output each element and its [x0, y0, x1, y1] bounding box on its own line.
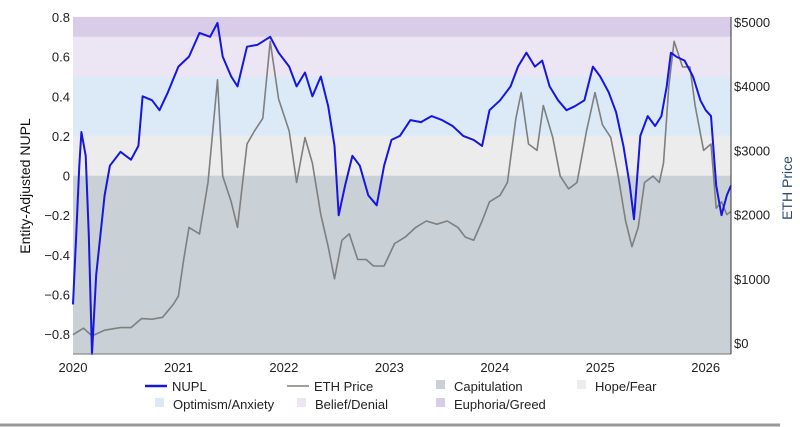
sentiment-bands	[73, 17, 731, 354]
legend-square-swatch	[436, 398, 445, 407]
band-hope-fear	[73, 135, 731, 176]
x-tick-label: 2022	[269, 360, 298, 375]
y-right-tick-label: $1000	[734, 272, 770, 287]
legend-square-swatch	[436, 380, 445, 389]
y-tick-label: −0.2	[44, 208, 70, 223]
series-line-nupl	[72, 21, 732, 355]
legend-item-hope-fear: Hope/Fear	[577, 379, 657, 394]
legend-square-swatch	[155, 398, 164, 407]
legend-item-capitulation: Capitulation	[436, 379, 523, 394]
y-tick-label: −0.6	[44, 288, 70, 303]
y-right-tick-label: $3000	[734, 143, 770, 158]
x-tick-label: 2026	[691, 360, 720, 375]
band-euphoria-greed	[73, 17, 731, 37]
legend-item-nupl: NUPL	[145, 379, 207, 394]
legend-item-eth-price: ETH Price	[287, 379, 373, 394]
x-tick-label: 2025	[586, 360, 615, 375]
y-axis-title: Entity-Adjusted NUPL	[17, 118, 33, 254]
y-tick-label: 0.4	[52, 89, 70, 104]
band-optimism-anxiety	[73, 76, 731, 136]
x-tick-label: 2021	[164, 360, 193, 375]
legend: NUPL ETH Price Capitulation Hope/Fear Optimi…	[145, 379, 657, 412]
legend-item-optimism-anxiety: Optimism/Anxiety	[155, 397, 275, 412]
x-tick-label: 2020	[59, 360, 88, 375]
legend-label: Capitulation	[454, 379, 523, 394]
y-tick-label: −0.8	[44, 327, 70, 342]
y-tick-label: 0.8	[52, 10, 70, 25]
legend-square-swatch	[297, 398, 306, 407]
legend-label: Euphoria/Greed	[454, 397, 546, 412]
y-tick-label: −0.4	[44, 248, 70, 263]
legend-label: Belief/Denial	[315, 397, 388, 412]
y-right-tick-label: $5000	[734, 15, 770, 30]
legend-label: ETH Price	[314, 379, 373, 394]
legend-label: Hope/Fear	[595, 379, 657, 394]
legend-item-euphoria-greed: Euphoria/Greed	[436, 397, 546, 412]
y-right-tick-label: $0	[734, 336, 748, 351]
x-tick-label: 2023	[375, 360, 404, 375]
band-belief-denial	[73, 36, 731, 77]
legend-label: Optimism/Anxiety	[173, 397, 275, 412]
series-lines	[72, 21, 732, 355]
y-right-axis-title: ETH Price	[779, 156, 795, 220]
legend-square-swatch	[577, 380, 586, 389]
legend-item-belief-denial: Belief/Denial	[297, 397, 388, 412]
y-right-tick-label: $4000	[734, 79, 770, 94]
y-tick-label: 0.2	[52, 129, 70, 144]
y-tick-label: 0.6	[52, 50, 70, 65]
y-tick-label: 0	[63, 169, 70, 184]
y-right-tick-label: $2000	[734, 208, 770, 223]
series-line-eth-price	[72, 40, 732, 337]
x-tick-label: 2024	[480, 360, 509, 375]
legend-label: NUPL	[172, 379, 207, 394]
axis-ticks: 2020 2021 2022 2023 2024 2025 2026 0.8 0.6 0.4 0.2…	[44, 10, 770, 375]
